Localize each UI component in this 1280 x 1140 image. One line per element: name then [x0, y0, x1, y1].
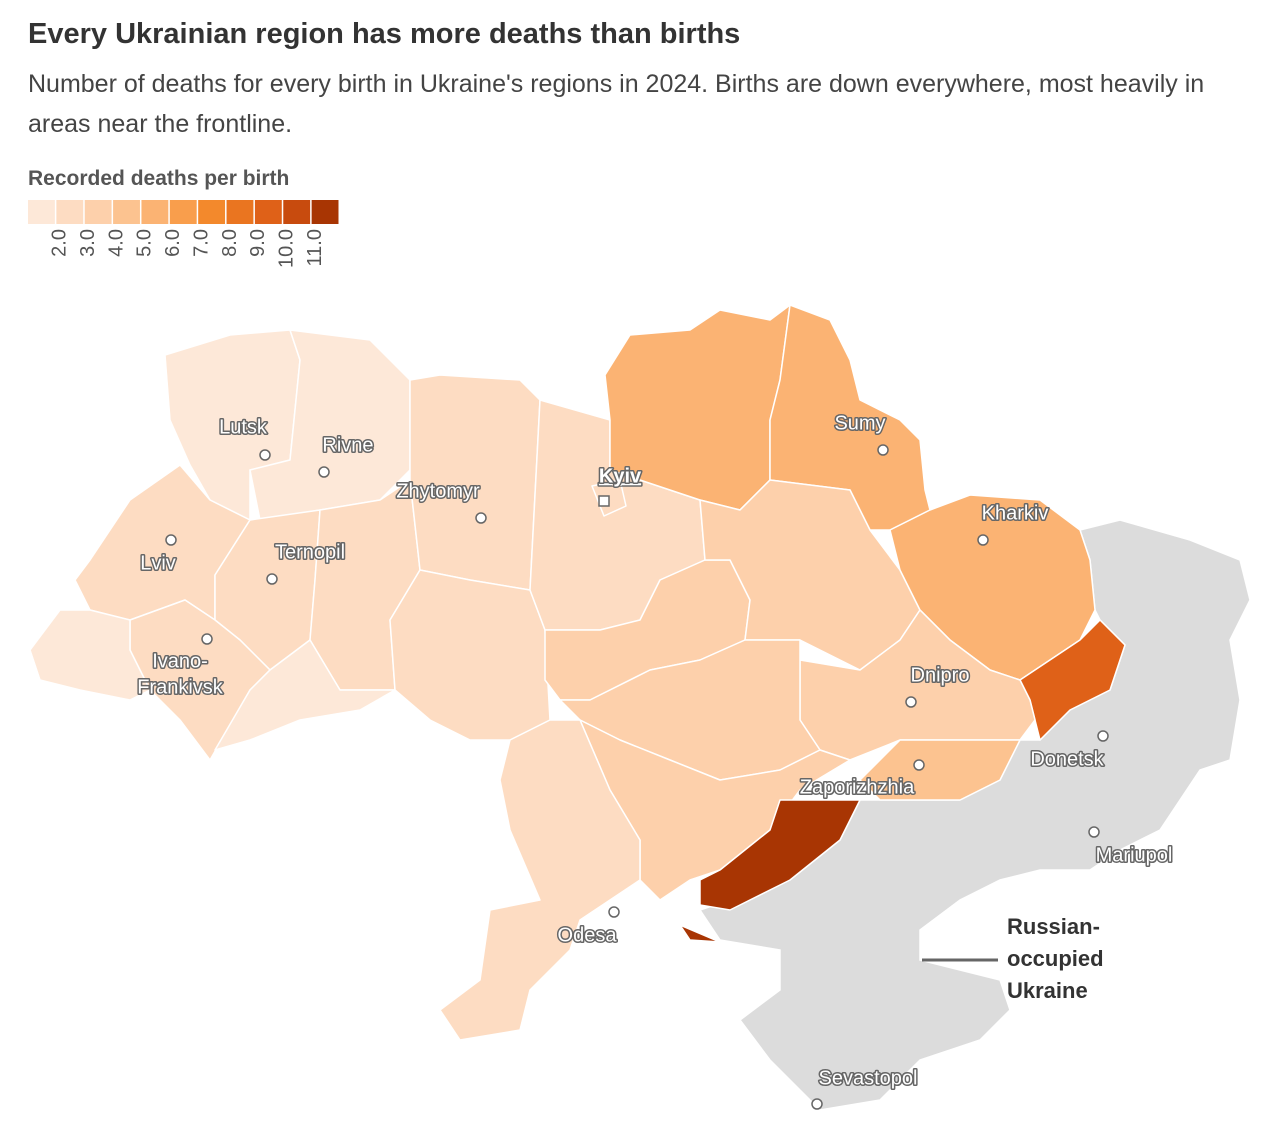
region: [859, 739, 1021, 801]
region: [1019, 619, 1126, 741]
city-label: Kyiv: [599, 465, 642, 487]
legend-swatch: [226, 200, 254, 224]
city-marker: [913, 759, 925, 771]
city-label: Sumy: [834, 412, 885, 434]
subtitle: Number of deaths for every birth in Ukra…: [28, 70, 1205, 138]
city-marker: [201, 633, 213, 645]
title: Every Ukrainian region has more deaths t…: [28, 18, 741, 50]
regions: [29, 304, 1251, 1111]
city-label: Dnipro: [911, 664, 970, 686]
city-label: Mariupol: [1096, 844, 1173, 866]
capital-marker: [598, 495, 610, 507]
city-label: Lutsk: [219, 416, 268, 438]
city-label: Frankivsk: [137, 676, 224, 698]
labels: Lutsk Rivne Zhytomyr Kyiv Lviv Ternopil Ivano-…: [136, 411, 1174, 1110]
city-label: Sevastopol: [819, 1067, 918, 1089]
city-label: Lviv: [140, 552, 176, 574]
city-marker: [977, 534, 989, 546]
legend-swatch: [56, 200, 84, 224]
legend-tick-label: 4.0: [105, 229, 127, 257]
legend-swatch: [113, 200, 140, 224]
city-label: Ivano-: [152, 650, 208, 672]
legend-swatch: [28, 200, 55, 224]
city-label: Kharkiv: [982, 502, 1049, 524]
city-label: Donetsk: [1030, 748, 1104, 770]
legend-swatch: [254, 200, 282, 224]
legend-tick-label: 6.0: [162, 229, 184, 257]
annotation-text: Ukraine: [1007, 978, 1088, 1003]
city-label: Rivne: [322, 434, 373, 456]
city-marker: [811, 1098, 823, 1110]
city-marker: [475, 512, 487, 524]
legend-tick-label: 7.0: [190, 229, 212, 257]
city-marker: [318, 466, 330, 478]
annotation-text: Russian-: [1007, 914, 1100, 939]
city-marker: [1088, 826, 1100, 838]
legend-tick-label: 9.0: [247, 229, 269, 257]
legend-tick-label: 5.0: [134, 229, 156, 257]
legend-tick-label: 10.0: [276, 229, 298, 268]
city-marker: [877, 444, 889, 456]
region: [679, 799, 861, 943]
city-marker: [905, 696, 917, 708]
city-label: Zhytomyr: [396, 480, 480, 502]
region: [389, 569, 551, 741]
city-marker: [608, 906, 620, 918]
city-marker: [1097, 730, 1109, 742]
occupied-area: [698, 519, 1251, 1111]
legend-swatch: [141, 200, 169, 224]
city-marker: [259, 449, 271, 461]
region: [214, 639, 396, 751]
legend-title: Recorded deaths per birth: [28, 167, 289, 190]
city-label: Zaporizhzhia: [800, 776, 915, 798]
legend-tick-label: 3.0: [77, 229, 99, 257]
city-label: Odesa: [558, 924, 618, 946]
legend-swatch: [169, 200, 197, 224]
legend-swatch: [84, 200, 112, 224]
region: [439, 719, 641, 1041]
city-marker: [165, 534, 177, 546]
legend-swatch: [311, 200, 339, 224]
city-label: Ternopil: [275, 541, 345, 563]
legend-tick-label: 11.0: [304, 229, 326, 266]
legend-tick-label: 8.0: [219, 229, 241, 257]
legend-swatch: [283, 200, 311, 224]
legend-tick-label: 2.0: [49, 229, 71, 257]
legend-swatch: [198, 200, 226, 224]
region: [29, 609, 151, 701]
city-marker: [266, 573, 278, 585]
annotation-text: occupied: [1007, 946, 1104, 971]
